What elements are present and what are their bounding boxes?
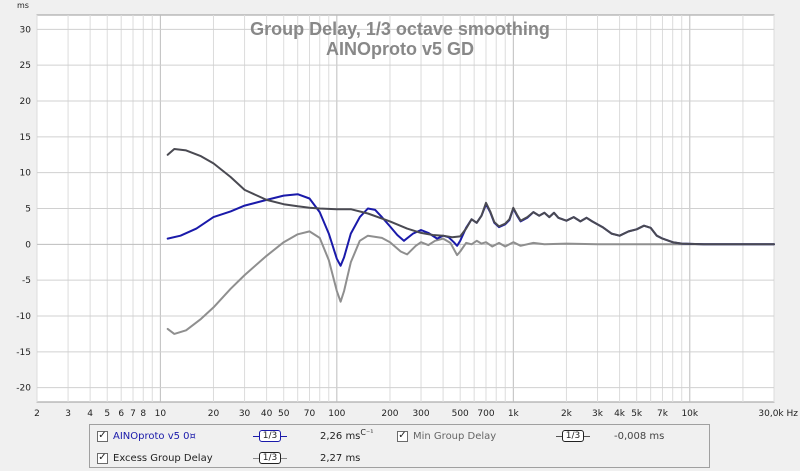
- chart-subtitle: AINOproto v5 GD: [326, 39, 474, 59]
- legend-label-excess: Excess Group Delay: [113, 452, 213, 464]
- x-tick-label: 2k: [561, 409, 573, 419]
- value-text: 2,26 ms: [320, 430, 361, 442]
- checkbox-min[interactable]: ✓: [397, 430, 408, 442]
- legend-item-min[interactable]: ✓ Min Group Delay: [397, 427, 496, 445]
- value-text: 2,27 ms: [320, 452, 361, 464]
- x-tick-label: 6: [118, 409, 124, 419]
- x-tick-label: 3k: [592, 409, 604, 419]
- legend-value-min: -0,008 ms: [614, 427, 664, 445]
- legend-row-1: ✓ AINOproto v5 0¤ 1/3 2,26 ms C⁻¹ ✓ Min G…: [90, 427, 709, 445]
- line-swatch: [253, 435, 259, 437]
- x-tick-label: 700: [477, 409, 494, 419]
- value-text: -0,008 ms: [614, 430, 665, 442]
- checkbox-aino[interactable]: ✓: [97, 430, 108, 442]
- x-tick-label: 10k: [681, 409, 698, 419]
- legend-value-excess: 2,27 ms: [320, 449, 360, 467]
- legend-item-excess[interactable]: ✓ Excess Group Delay: [97, 449, 213, 467]
- smoothing-button-excess[interactable]: 1/3: [253, 451, 287, 465]
- legend-item-aino[interactable]: ✓ AINOproto v5 0¤: [97, 427, 196, 445]
- x-tick-label: 300: [412, 409, 429, 419]
- x-tick-label: 2: [34, 409, 40, 419]
- y-axis-unit: ms: [17, 1, 29, 10]
- x-tick-label: 1k: [508, 409, 520, 419]
- x-tick-label: 30,0k Hz: [758, 409, 798, 419]
- y-tick-label: 5: [25, 205, 31, 215]
- y-tick-label: 10: [20, 169, 32, 179]
- legend-panel: ✓ AINOproto v5 0¤ 1/3 2,26 ms C⁻¹ ✓ Min G…: [89, 424, 710, 468]
- y-tick-label: 15: [20, 133, 31, 143]
- y-tick-label: -20: [16, 384, 31, 394]
- smoothing-button-min[interactable]: 1/3: [556, 429, 590, 443]
- check-icon: ✓: [98, 430, 107, 441]
- x-tick-label: 10: [155, 409, 167, 419]
- y-tick-label: 30: [20, 25, 32, 35]
- grid: [36, 15, 775, 402]
- x-tick-label: 200: [381, 409, 398, 419]
- check-icon: ✓: [98, 452, 107, 463]
- line-swatch: [281, 435, 287, 437]
- y-tick-label: -15: [16, 348, 31, 358]
- x-tick-label: 7: [130, 409, 136, 419]
- chart-title: Group Delay, 1/3 octave smoothing: [250, 19, 550, 39]
- x-tick-label: 8: [140, 409, 146, 419]
- checkbox-excess[interactable]: ✓: [97, 452, 108, 464]
- legend-label-aino: AINOproto v5 0¤: [113, 430, 196, 442]
- y-tick-label: 25: [20, 61, 31, 71]
- legend-label-min: Min Group Delay: [413, 430, 497, 442]
- y-tick-label: -10: [16, 312, 31, 322]
- series-lines: [166, 148, 775, 335]
- smoothing-label: 1/3: [259, 430, 281, 442]
- smoothing-button-aino[interactable]: 1/3: [253, 429, 287, 443]
- x-tick-label: 500: [452, 409, 469, 419]
- x-tick-label: 100: [328, 409, 345, 419]
- x-tick-label: 20: [208, 409, 220, 419]
- series-line-excess-group-delay: [166, 230, 775, 335]
- legend-value-aino: 2,26 ms C⁻¹: [320, 427, 373, 445]
- line-swatch: [556, 435, 562, 437]
- x-tick-label: 5k: [631, 409, 643, 419]
- series-line-min-group-delay: [166, 148, 775, 246]
- check-icon: ✓: [398, 430, 407, 441]
- x-tick-label: 3: [65, 409, 71, 419]
- x-tick-label: 7k: [657, 409, 669, 419]
- y-tick-label: 20: [20, 97, 32, 107]
- line-swatch: [253, 457, 259, 459]
- y-tick-label: -5: [22, 276, 31, 286]
- smoothing-label: 1/3: [562, 430, 584, 442]
- smoothing-label: 1/3: [259, 452, 281, 464]
- line-swatch: [584, 435, 590, 437]
- legend-row-2: ✓ Excess Group Delay 1/3 2,27 ms: [90, 449, 709, 467]
- x-tick-label: 30: [239, 409, 251, 419]
- value-suffix: C⁻¹: [360, 427, 374, 437]
- x-tick-label: 4k: [614, 409, 626, 419]
- x-tick-label: 70: [304, 409, 316, 419]
- y-tick-label: 0: [25, 240, 31, 250]
- x-tick-label: 5: [104, 409, 110, 419]
- x-tick-label: 40: [261, 409, 273, 419]
- line-swatch: [281, 457, 287, 459]
- x-tick-label: 50: [278, 409, 290, 419]
- x-tick-label: 4: [87, 409, 93, 419]
